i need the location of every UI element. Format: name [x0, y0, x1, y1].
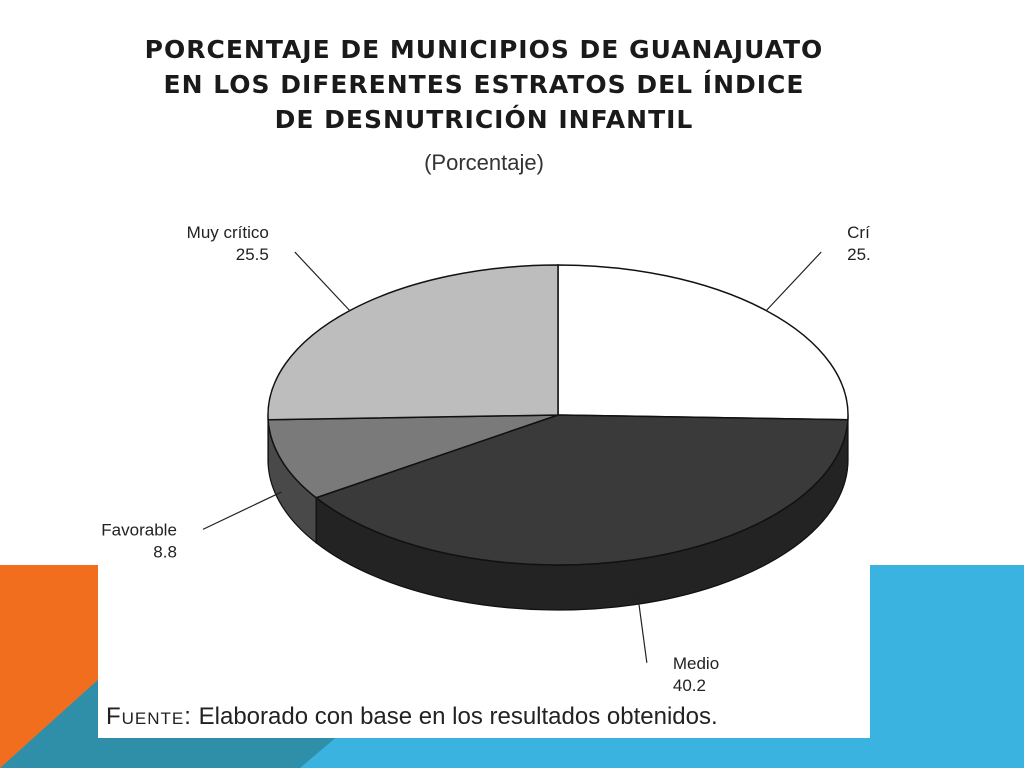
pie-slice-favorable — [267, 414, 559, 499]
chart-title-line-2: EN LOS DIFERENTES ESTRATOS DEL ÍNDICE — [163, 70, 805, 99]
chart-subtitle: (Porcentaje) — [424, 150, 544, 175]
pie-label-muy-critico: Muy crítico — [187, 223, 269, 242]
pie-label-critico: Crítico — [847, 223, 870, 242]
pie-leader-critico — [765, 251, 822, 312]
pie-leader-muy-critico — [294, 251, 351, 312]
pie-leader-medio — [636, 590, 648, 663]
pie-slice-muy-critico — [267, 264, 559, 421]
pie-chart: Crítico 25.5 Medio 40.2 Favorable 8.8 Muy crít… — [101, 223, 870, 695]
pie-leader-favorable — [202, 491, 282, 530]
chart-source-note: Fuente: Elaborado con base en los result… — [106, 703, 718, 731]
chart-title: PORCENTAJE DE MUNICIPIOS DE GUANAJUATO E… — [98, 32, 870, 137]
pie-top-faces — [267, 264, 849, 566]
pie-value-medio: 40.2 — [673, 676, 706, 695]
pie-value-critico: 25.5 — [847, 245, 870, 264]
pie-label-medio: Medio — [673, 654, 719, 673]
source-text: Elaborado con base en los resultados obt… — [198, 703, 718, 730]
source-key: Fuente: — [106, 703, 192, 730]
pie-labels: Crítico 25.5 Medio 40.2 Favorable 8.8 Muy crít… — [101, 223, 870, 695]
chart-image-card: PORCENTAJE DE MUNICIPIOS DE GUANAJUATO E… — [98, 0, 870, 738]
pie-label-favorable: Favorable — [101, 520, 177, 539]
pie-value-favorable: 8.8 — [153, 542, 177, 561]
chart-title-line-1: PORCENTAJE DE MUNICIPIOS DE GUANAJUATO — [144, 35, 824, 64]
pie-slice-critico — [557, 264, 849, 421]
chart-title-line-3: DE DESNUTRICIÓN INFANTIL — [274, 105, 694, 134]
pie-value-muy-critico: 25.5 — [236, 245, 269, 264]
